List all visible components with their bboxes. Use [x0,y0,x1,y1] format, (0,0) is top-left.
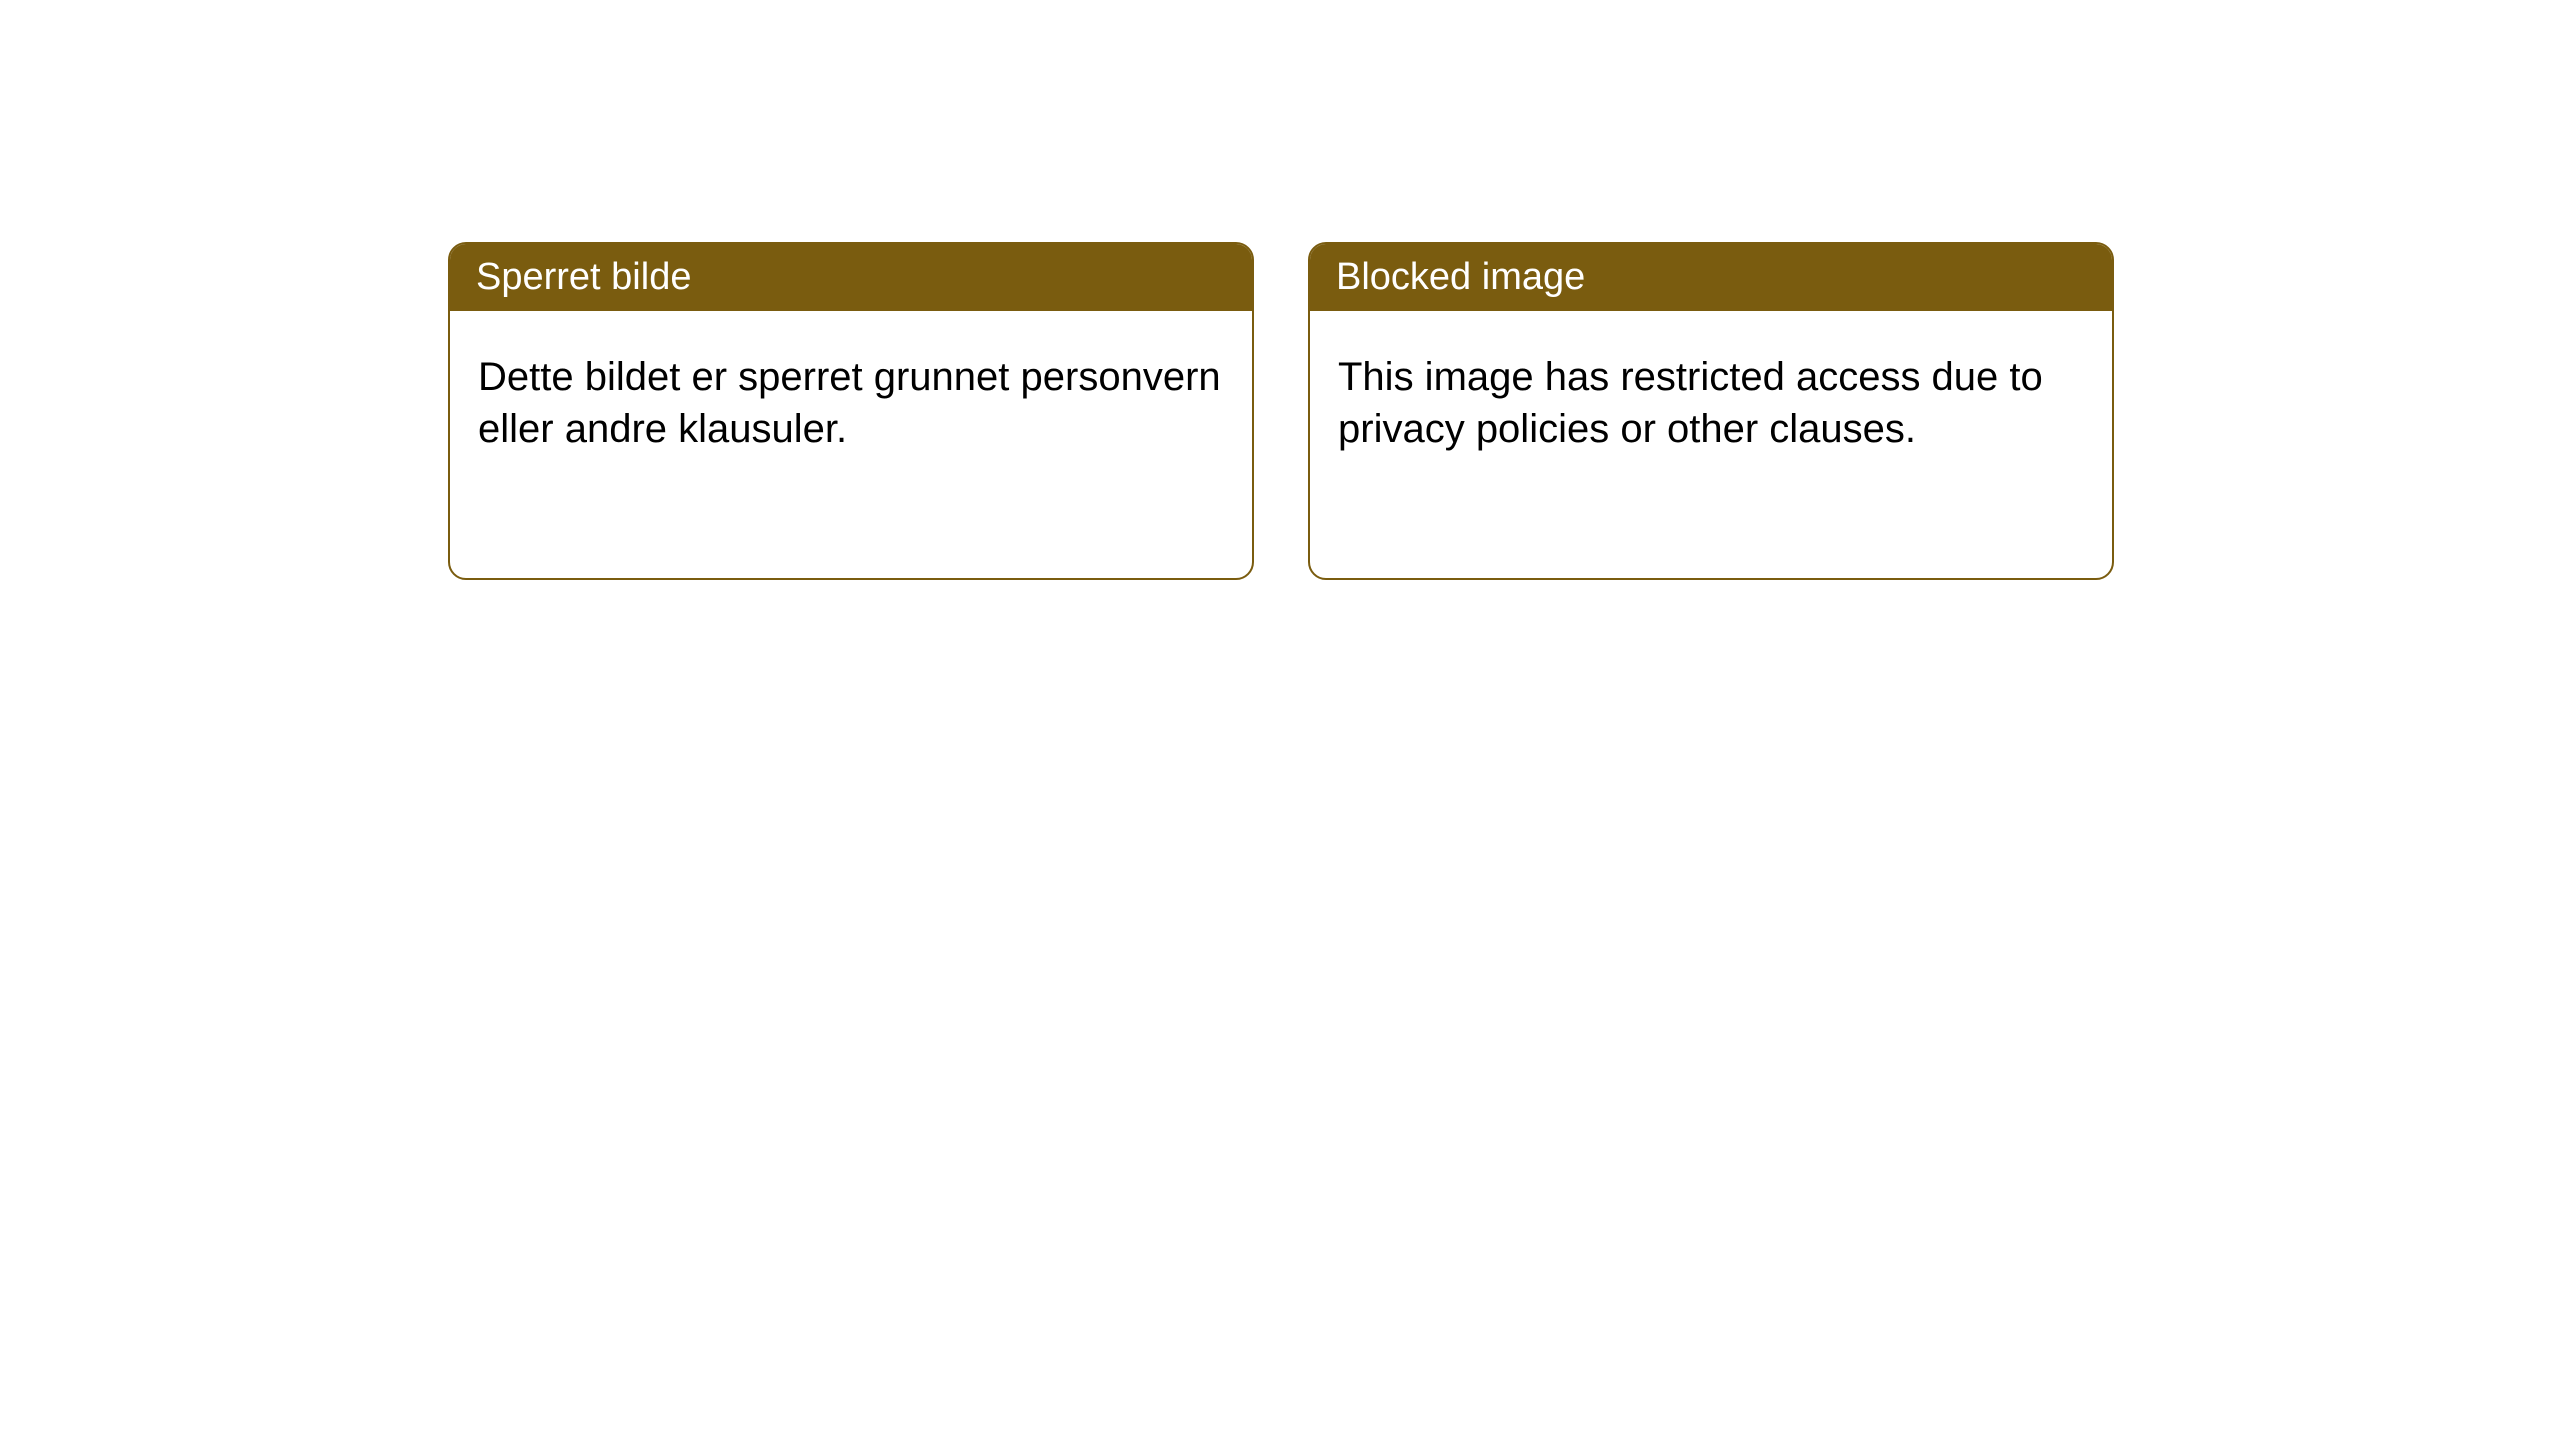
card-header-no: Sperret bilde [450,244,1252,311]
notice-cards-container: Sperret bilde Dette bildet er sperret gr… [0,0,2560,580]
blocked-image-card-en: Blocked image This image has restricted … [1308,242,2114,580]
card-body-en: This image has restricted access due to … [1310,311,2112,495]
card-header-en: Blocked image [1310,244,2112,311]
card-body-no: Dette bildet er sperret grunnet personve… [450,311,1252,495]
blocked-image-card-no: Sperret bilde Dette bildet er sperret gr… [448,242,1254,580]
